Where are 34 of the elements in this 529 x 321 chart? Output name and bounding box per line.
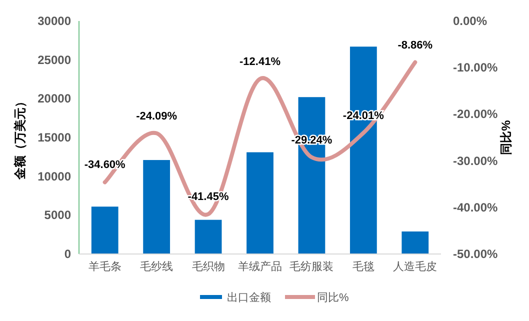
y-tick-label: 5000 <box>44 208 72 222</box>
x-tick-label: 毛毯 <box>352 260 374 273</box>
y2-tick-label: -10.00% <box>453 60 498 75</box>
bar <box>143 160 170 254</box>
data-label: -8.86% <box>398 39 433 52</box>
y-tick-label: 10000 <box>38 169 72 184</box>
x-tick-label: 毛纺服装 <box>290 260 334 273</box>
legend-label: 出口金额 <box>227 291 271 304</box>
y2-tick-label: -40.00% <box>453 200 498 214</box>
bar <box>246 152 274 254</box>
y-axis-title: 金额（万美元） <box>13 96 27 180</box>
x-tick-label: 羊毛条 <box>88 260 122 273</box>
data-label: -41.45% <box>188 191 229 204</box>
data-label: -12.41% <box>240 56 281 68</box>
data-label: -34.60% <box>84 159 126 172</box>
y-tick-label: 25000 <box>38 52 72 67</box>
data-label: -24.09% <box>136 110 178 122</box>
x-tick-label: 毛纱线 <box>140 260 174 273</box>
bar <box>91 206 118 254</box>
y-tick-label: 20000 <box>38 92 72 106</box>
y2-tick-label: -30.00% <box>453 154 498 168</box>
y2-tick-label: -50.00% <box>453 247 498 261</box>
y2-axis-title: 同比% <box>499 120 513 155</box>
y-tick-label: 30000 <box>38 14 72 28</box>
x-tick-label: 毛织物 <box>192 260 225 273</box>
y2-tick-label: 0.00% <box>453 14 488 28</box>
y-tick-label: 0 <box>64 247 72 261</box>
y2-tick-label: -20.00% <box>453 107 498 122</box>
y-tick-label: 15000 <box>38 130 72 144</box>
legend-label: 同比% <box>317 291 349 304</box>
bar <box>194 220 222 254</box>
x-tick-label: 羊绒产品 <box>238 260 282 273</box>
x-tick-label: 人造毛皮 <box>393 260 438 273</box>
bar <box>402 231 429 254</box>
